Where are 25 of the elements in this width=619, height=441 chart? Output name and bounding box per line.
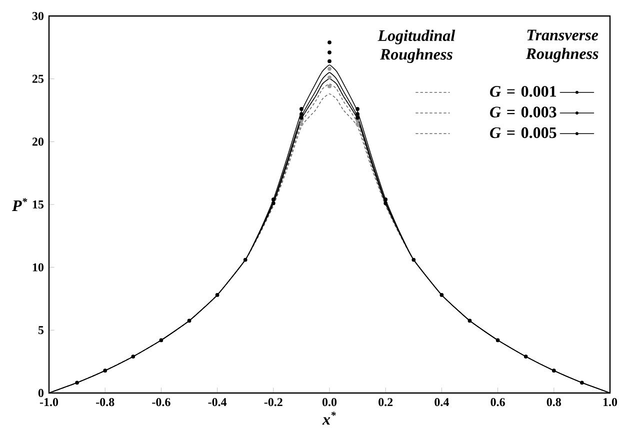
x-tick-label: 0.6 [490,398,505,406]
y-tick-label: 5 [38,326,44,334]
legend-label: G = 0.003 [490,106,556,118]
x-axis-title: x$^{*}$ [322,412,336,425]
annotation: Transverse Roughness [526,30,598,62]
x-tick-label: -0.2 [264,398,282,406]
x-tick-label: 0.2 [378,398,393,406]
y-tick-label: 25 [32,74,44,83]
x-tick-label: -0.6 [152,398,170,406]
x-tick-label: -1.0 [40,398,58,406]
x-tick-label: 1.0 [603,398,618,406]
x-tick-label: 0.8 [546,398,561,406]
y-tick-label: 10 [32,263,44,272]
y-axis-title: P$^{*}$ [12,198,28,211]
y-tick-label: 20 [32,138,44,146]
annotation: Logitudinal Roughness [378,30,456,63]
y-tick-label: 0 [38,388,44,398]
legend-label: G = 0.005 [490,127,556,138]
x-tick-label: 0.0 [322,398,337,406]
x-tick-label: 0.4 [434,398,449,406]
x-tick-label: -0.8 [96,398,114,406]
x-tick-label: -0.4 [208,398,227,406]
y-tick-label: 15 [32,200,44,209]
legend-label: G = 0.001 [490,86,556,97]
y-tick-label: 30 [32,12,44,20]
